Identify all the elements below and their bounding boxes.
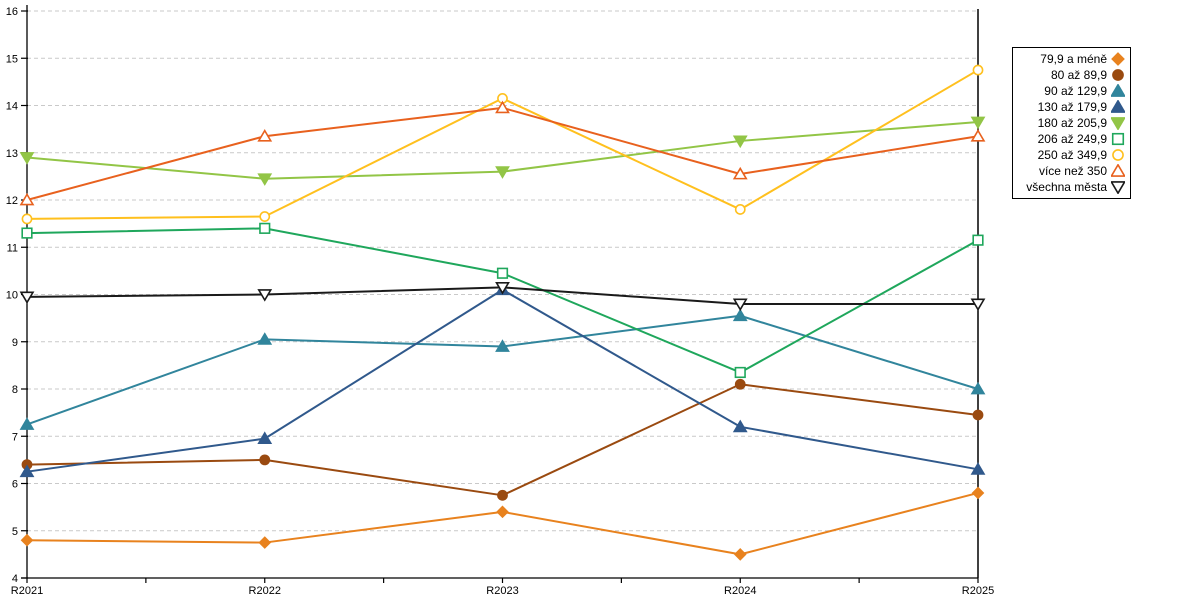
series-2 xyxy=(19,308,986,430)
x-tick-label: R2022 xyxy=(249,585,281,597)
legend-item-label: 250 až 349,9 xyxy=(1037,148,1107,162)
y-tick-label: 8 xyxy=(12,384,18,396)
diamond-filled-legend-marker-icon xyxy=(1111,52,1125,66)
series-line xyxy=(26,314,979,426)
legend-item: 79,9 a méně xyxy=(1019,51,1125,67)
y-tick-label: 5 xyxy=(12,526,18,538)
y-tick-label: 15 xyxy=(6,53,18,65)
legend-item: 80 až 89,9 xyxy=(1019,67,1125,83)
y-tick-label: 7 xyxy=(12,431,18,443)
legend-item-label: více než 350 xyxy=(1038,164,1107,178)
y-tick-label: 4 xyxy=(12,573,18,585)
legend-item-label: 206 až 249,9 xyxy=(1037,132,1107,146)
series-line xyxy=(26,69,979,220)
legend-item-label: 180 až 205,9 xyxy=(1037,116,1107,130)
triangle-down-open-legend-marker-icon xyxy=(1111,181,1125,194)
legend-item: všechna města xyxy=(1019,179,1125,195)
series-7 xyxy=(19,100,986,206)
series-5 xyxy=(21,222,984,379)
series-4 xyxy=(19,116,986,186)
circle-filled-legend-marker-icon xyxy=(1112,69,1124,81)
y-tick-label: 14 xyxy=(6,101,18,113)
series-0 xyxy=(20,486,985,561)
legend-item-label: 80 až 89,9 xyxy=(1050,68,1107,82)
series-line xyxy=(26,383,979,497)
legend-item: 90 až 129,9 xyxy=(1019,83,1125,99)
y-tick-label: 12 xyxy=(6,195,18,207)
legend-item: 130 až 179,9 xyxy=(1019,99,1125,115)
triangle-up-filled-legend-marker-icon xyxy=(1111,100,1125,113)
legend-item: 206 až 249,9 xyxy=(1019,131,1125,147)
legend-item: více než 350 xyxy=(1019,163,1125,179)
legend-item: 180 až 205,9 xyxy=(1019,115,1125,131)
triangle-down-filled-legend-marker-icon xyxy=(1111,117,1125,130)
circle-open-legend-marker-icon xyxy=(1112,149,1124,161)
legend-item: 250 až 349,9 xyxy=(1019,147,1125,163)
square-open-legend-marker-icon xyxy=(1111,132,1125,146)
series-line xyxy=(26,288,979,473)
legend-item-label: všechna města xyxy=(1026,180,1107,194)
triangle-up-open-legend-marker-icon xyxy=(1111,164,1125,177)
y-tick-label: 6 xyxy=(12,479,18,491)
y-tick-label: 11 xyxy=(7,242,18,254)
x-tick-label: R2023 xyxy=(486,585,518,597)
legend: 79,9 a méně 80 až 89,9 90 až 129,9 130 až 1… xyxy=(1012,47,1131,199)
legend-item-label: 90 až 129,9 xyxy=(1044,84,1107,98)
y-tick-label: 9 xyxy=(12,337,18,349)
series-3 xyxy=(19,282,986,478)
y-tick-label: 13 xyxy=(6,148,18,160)
series-1 xyxy=(21,378,984,501)
y-tick-label: 10 xyxy=(6,290,18,302)
series-8 xyxy=(19,282,986,312)
y-tick-label: 16 xyxy=(6,6,18,18)
legend-item-label: 79,9 a méně xyxy=(1040,52,1107,66)
series-6 xyxy=(21,64,984,225)
triangle-up-filled-legend-marker-icon xyxy=(1111,84,1125,97)
x-tick-label: R2025 xyxy=(962,585,994,597)
legend-item-label: 130 až 179,9 xyxy=(1037,100,1107,114)
x-tick-label: R2024 xyxy=(724,585,756,597)
x-tick-label: R2021 xyxy=(11,585,43,597)
series-line xyxy=(26,491,979,556)
